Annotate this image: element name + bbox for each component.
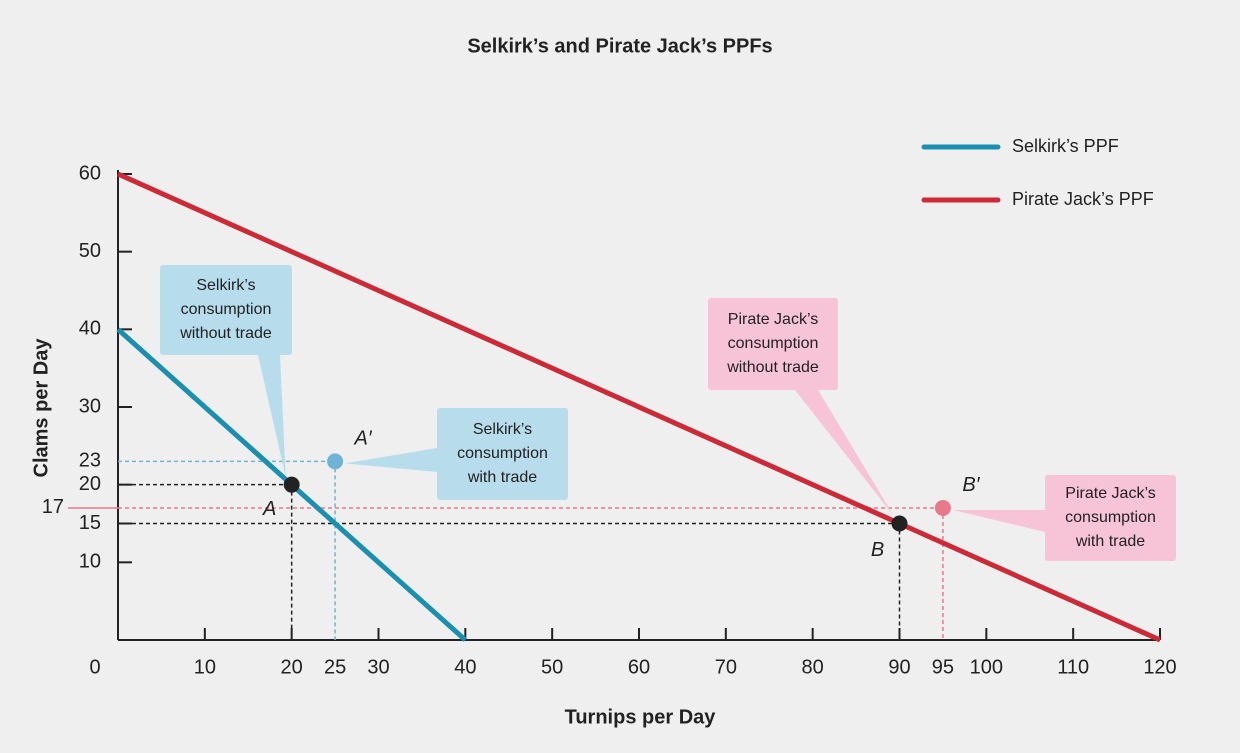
callout-text: without trade <box>179 325 272 342</box>
callout: Pirate Jack’s consumption without trade <box>708 298 894 516</box>
callout-box <box>1045 475 1176 561</box>
point <box>891 515 908 532</box>
point <box>327 453 344 470</box>
callout-box <box>708 298 838 390</box>
legend-label: Selkirk’s PPF <box>1012 136 1119 156</box>
y-axis-label: Clams per Day <box>30 338 52 478</box>
callout: Selkirk’s consumption without trade <box>160 265 292 477</box>
y-tick-label: 50 <box>79 240 101 262</box>
callout-box <box>160 265 292 355</box>
y-tick-label: 30 <box>79 395 101 417</box>
callout-text: Pirate Jack’s <box>728 311 818 328</box>
callout-text: consumption <box>728 335 819 352</box>
point-label: A′ <box>354 428 373 450</box>
x-tick-label: 40 <box>454 656 476 678</box>
point-label: A <box>262 498 276 520</box>
x-tick-label: 30 <box>367 656 389 678</box>
y-tick-label: 40 <box>79 318 101 340</box>
point-label: B <box>871 539 884 561</box>
callout-text: Selkirk’s <box>196 277 255 294</box>
callout-tail <box>258 355 286 477</box>
point <box>283 476 300 493</box>
ppf-line <box>116 171 1162 643</box>
x-tick-label: 50 <box>541 656 563 678</box>
callout-text: without trade <box>726 359 819 376</box>
point <box>934 499 951 516</box>
x-tick-label: 80 <box>802 656 824 678</box>
callout-tail <box>345 448 437 472</box>
x-tick-label: 0 <box>89 656 100 678</box>
x-tick-label: 120 <box>1143 656 1176 678</box>
x-tick-label: 110 <box>1057 656 1089 678</box>
callout-text: with trade <box>1075 533 1145 550</box>
chart-title: Selkirk’s and Pirate Jack’s PPFs <box>467 35 772 57</box>
x-tick-label: 95 <box>932 656 954 678</box>
callout-box <box>437 408 568 500</box>
y-tick-label: 17 <box>42 496 64 518</box>
x-axis-label: Turnips per Day <box>565 706 717 728</box>
x-tick-label: 90 <box>888 656 910 678</box>
callout-text: consumption <box>1065 509 1156 526</box>
callout: Selkirk’s consumption with trade <box>345 408 568 500</box>
y-tick-label: 23 <box>79 450 101 472</box>
x-tick-label: 10 <box>194 656 216 678</box>
callout-tail <box>795 390 894 516</box>
x-tick-label: 25 <box>324 656 346 678</box>
y-tick-label: 60 <box>79 162 101 184</box>
x-tick-label: 20 <box>281 656 303 678</box>
point-label: B′ <box>962 474 980 496</box>
y-tick-label: 10 <box>79 551 101 573</box>
legend-label: Pirate Jack’s PPF <box>1012 189 1154 209</box>
callout-text: Pirate Jack’s <box>1065 485 1155 502</box>
x-tick-label: 70 <box>715 656 737 678</box>
y-tick-label: 15 <box>79 512 101 534</box>
y-tick-label: 20 <box>79 473 101 495</box>
callout: Pirate Jack’s consumption with trade <box>952 475 1176 561</box>
x-tick-label: 60 <box>628 656 650 678</box>
callout-text: consumption <box>181 301 272 318</box>
callout-text: consumption <box>457 445 548 462</box>
callout-tail <box>952 509 1045 532</box>
x-tick-label: 100 <box>970 656 1003 678</box>
callout-text: Selkirk’s <box>473 421 532 438</box>
callout-text: with trade <box>467 469 537 486</box>
